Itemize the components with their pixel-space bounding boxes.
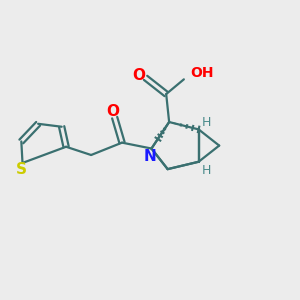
Text: H: H — [202, 116, 212, 128]
Text: S: S — [16, 162, 26, 177]
Text: O: O — [133, 68, 146, 83]
Text: O: O — [106, 103, 119, 118]
Text: H: H — [201, 164, 211, 176]
Text: OH: OH — [190, 66, 214, 80]
Text: N: N — [144, 149, 156, 164]
